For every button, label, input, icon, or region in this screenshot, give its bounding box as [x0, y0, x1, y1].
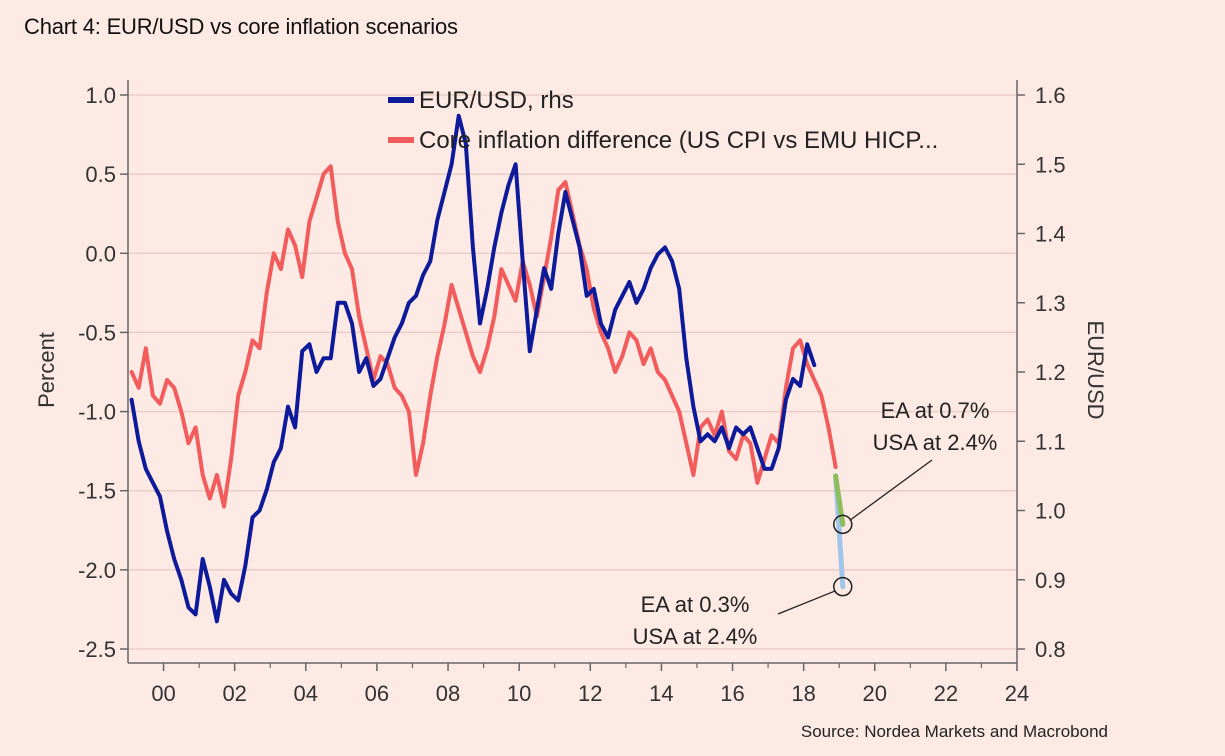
x-tick-label-2: 04 [294, 681, 318, 706]
series-lines [129, 113, 846, 624]
x-tick-label-6: 12 [578, 681, 602, 706]
y-tick-label-5: -1.5 [78, 479, 116, 504]
annotation-text-1-0: EA at 0.3% [641, 592, 750, 617]
x-tick-label-10: 20 [863, 681, 887, 706]
y-tick-label-6: -2.0 [78, 558, 116, 583]
grid-lines [128, 94, 1017, 650]
x-tick-label-1: 02 [222, 681, 246, 706]
y-tick-label-0: 1.0 [85, 83, 116, 108]
x-tick-label-12: 24 [1005, 681, 1029, 706]
annotation-leader-0 [849, 459, 933, 521]
y2-tick-label-6: 1.0 [1035, 499, 1066, 524]
y2-tick-label-2: 1.4 [1035, 222, 1066, 247]
left-axis-title: Percent [34, 332, 59, 408]
annotation-text-0-0: EA at 0.7% [881, 398, 990, 423]
x-tick-label-9: 18 [791, 681, 815, 706]
right-axis-title: EUR/USD [1083, 320, 1108, 419]
x-tick-label-7: 14 [649, 681, 673, 706]
series-line-1 [129, 164, 838, 509]
y-tick-label-3: -0.5 [78, 320, 116, 345]
y2-tick-label-8: 0.8 [1035, 637, 1066, 662]
annotation-circle-0 [833, 514, 853, 535]
x-tick-label-0: 00 [151, 681, 175, 706]
series-line-3 [833, 473, 846, 527]
axes [127, 80, 1018, 664]
right-axis-ticks: 1.6 1.5 1.4 1.3 1.2 1.1 1.0 0.9 0.8 [1017, 83, 1066, 662]
y2-tick-label-3: 1.3 [1035, 291, 1066, 316]
legend: EUR/USD, rhs Core inflation difference (U… [388, 87, 938, 154]
y-tick-label-1: 0.5 [85, 162, 116, 187]
y-tick-label-2: 0.0 [85, 241, 116, 266]
annotation-leader-1 [777, 590, 836, 615]
y2-tick-label-0: 1.6 [1035, 83, 1066, 108]
annotations: EA at 0.7% USA at 2.4% EA at 0.3% USA at 2.… [633, 398, 998, 649]
y-tick-label-4: -1.0 [78, 400, 116, 425]
annotation-circle-1 [833, 576, 853, 597]
y2-tick-label-7: 0.9 [1035, 568, 1066, 593]
y-tick-label-7: -2.5 [78, 637, 116, 662]
x-tick-label-5: 10 [507, 681, 531, 706]
source-note: Source: Nordea Markets and Macrobond [800, 722, 1108, 741]
annotation-text-1-1: USA at 2.4% [633, 624, 758, 649]
x-axis-ticks: 00 02 04 06 08 10 12 14 16 18 20 22 24 [151, 663, 1029, 706]
y2-tick-label-5: 1.1 [1035, 429, 1066, 454]
annotation-text-0-1: USA at 2.4% [873, 430, 998, 455]
y2-tick-label-4: 1.2 [1035, 360, 1066, 385]
legend-label-1: Core inflation difference (US CPI vs EMU… [419, 127, 938, 154]
left-axis-ticks: 1.0 0.5 0.0 -0.5 -1.0 -1.5 -2.0 -2.5 [78, 83, 128, 662]
legend-label-0: EUR/USD, rhs [419, 87, 574, 114]
x-tick-label-11: 22 [934, 681, 958, 706]
series-line-0 [129, 113, 817, 624]
x-tick-label-3: 06 [365, 681, 389, 706]
x-tick-label-8: 16 [720, 681, 744, 706]
chart-title: Chart 4: EUR/USD vs core inflation scena… [24, 14, 458, 39]
y2-tick-label-1: 1.5 [1035, 152, 1066, 177]
x-tick-label-4: 08 [436, 681, 460, 706]
